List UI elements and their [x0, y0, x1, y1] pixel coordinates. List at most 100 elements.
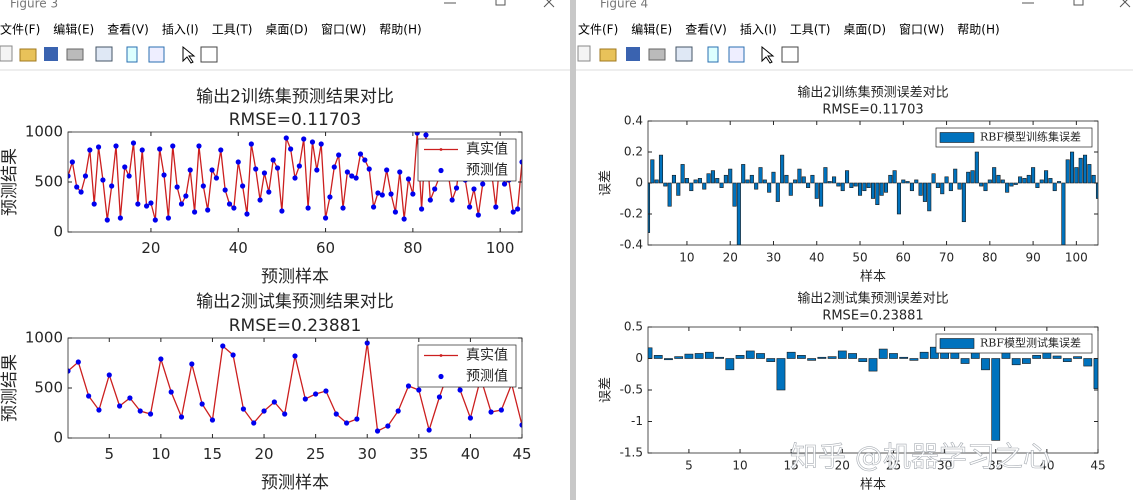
- data-point: [384, 167, 390, 173]
- data-point: [196, 143, 202, 149]
- data-point: [178, 201, 185, 207]
- menu-item[interactable]: 窗口(W): [321, 23, 366, 37]
- bar: [919, 351, 929, 359]
- data-point: [161, 172, 167, 178]
- tool-print[interactable]: [66, 48, 84, 61]
- bar: [710, 170, 715, 184]
- bar: [797, 168, 802, 184]
- menu-item[interactable]: 桌面(D): [843, 23, 886, 37]
- menu-item[interactable]: 编辑(E): [53, 22, 94, 37]
- data-point: [69, 159, 75, 165]
- data-point: [74, 184, 80, 190]
- bar: [689, 182, 694, 192]
- bar: [694, 353, 704, 359]
- bar: [832, 176, 837, 184]
- data-point: [113, 143, 119, 149]
- bar: [979, 182, 984, 187]
- x-tick-label: 20: [141, 239, 160, 257]
- bar: [987, 179, 992, 184]
- close-button[interactable]: [543, 0, 555, 8]
- data-point: [288, 146, 294, 152]
- data-point: [370, 204, 377, 210]
- x-tick-label: 40: [461, 445, 480, 463]
- bar: [1044, 170, 1049, 184]
- menu-item[interactable]: 桌面(D): [265, 23, 308, 37]
- menu-item[interactable]: 帮助(H): [957, 23, 999, 37]
- data-point: [235, 159, 241, 165]
- menu-item[interactable]: 插入(I): [162, 23, 199, 37]
- legend-marker: [438, 373, 444, 380]
- tool-save[interactable]: [44, 47, 58, 61]
- data-point: [218, 147, 224, 153]
- maximize-button[interactable]: [1073, 0, 1084, 6]
- bar: [663, 182, 668, 187]
- menu-item[interactable]: 查看(V): [685, 23, 727, 37]
- data-point: [449, 197, 455, 203]
- bar: [684, 353, 694, 359]
- title-bar: [576, 0, 1133, 12]
- bar: [648, 182, 651, 233]
- bar: [684, 178, 689, 184]
- menu-item[interactable]: 帮助(H): [379, 23, 421, 37]
- tool-open[interactable]: [599, 48, 617, 62]
- tool-colorbar[interactable]: [126, 46, 138, 63]
- tool-legend[interactable]: [728, 46, 745, 63]
- x-tick-label: 60: [896, 251, 911, 265]
- data-point: [427, 197, 433, 203]
- bar: [1013, 182, 1018, 185]
- tool-print[interactable]: [648, 48, 666, 61]
- bar: [1087, 164, 1092, 184]
- chart: 10 20 30 40 50 60 70 80 90 100 -0.4 -0.2 0 0.2 0.4 输出2训…: [599, 85, 1099, 285]
- tool-inspector[interactable]: [781, 46, 799, 63]
- legend-swatch: [939, 132, 975, 143]
- tool-link[interactable]: [675, 46, 693, 62]
- tool-save[interactable]: [626, 47, 640, 61]
- bar: [671, 174, 676, 184]
- bar: [992, 167, 997, 184]
- data-point: [292, 175, 298, 181]
- menu-item[interactable]: 工具(T): [212, 23, 253, 37]
- tool-new[interactable]: [577, 45, 591, 62]
- bar: [840, 182, 845, 192]
- bar: [853, 182, 858, 187]
- menu-item[interactable]: 工具(T): [790, 23, 831, 37]
- chart-title: 输出2测试集预测误差对比: [797, 291, 948, 307]
- tool-new[interactable]: [0, 45, 13, 62]
- menu-item[interactable]: 插入(I): [740, 23, 777, 37]
- data-point: [385, 423, 391, 429]
- menu-item[interactable]: 编辑(E): [631, 22, 672, 37]
- close-button[interactable]: [1119, 0, 1131, 8]
- data-point: [240, 183, 246, 189]
- bar: [719, 182, 724, 188]
- data-point: [405, 176, 412, 182]
- data-point: [388, 191, 394, 197]
- maximize-button[interactable]: [495, 0, 506, 6]
- data-point: [519, 422, 522, 428]
- menu-item[interactable]: 查看(V): [107, 23, 149, 37]
- toolbar: [0, 45, 799, 64]
- tool-colorbar[interactable]: [707, 46, 719, 63]
- data-point: [457, 387, 463, 393]
- tool-pointer[interactable]: [182, 45, 196, 64]
- x-tick-label: 50: [852, 251, 867, 265]
- tool-open[interactable]: [19, 48, 37, 62]
- data-point: [379, 192, 385, 198]
- tool-legend[interactable]: [148, 46, 165, 63]
- bar: [983, 182, 988, 192]
- bar: [715, 178, 720, 184]
- bar: [745, 350, 755, 359]
- menu-item[interactable]: 文件(F): [0, 22, 40, 37]
- x-tick-label: 40: [229, 239, 248, 257]
- data-point: [189, 361, 195, 367]
- tool-pointer[interactable]: [761, 45, 775, 64]
- tool-link[interactable]: [95, 46, 113, 62]
- bar: [664, 358, 673, 361]
- tool-inspector[interactable]: [200, 46, 218, 63]
- menu-item[interactable]: 文件(F): [578, 22, 618, 37]
- data-point: [157, 146, 163, 152]
- data-point: [296, 163, 302, 169]
- chart-subtitle: RMSE=0.11703: [822, 103, 923, 118]
- bar: [723, 174, 728, 184]
- data-point: [200, 183, 206, 189]
- menu-item[interactable]: 窗口(W): [899, 23, 944, 37]
